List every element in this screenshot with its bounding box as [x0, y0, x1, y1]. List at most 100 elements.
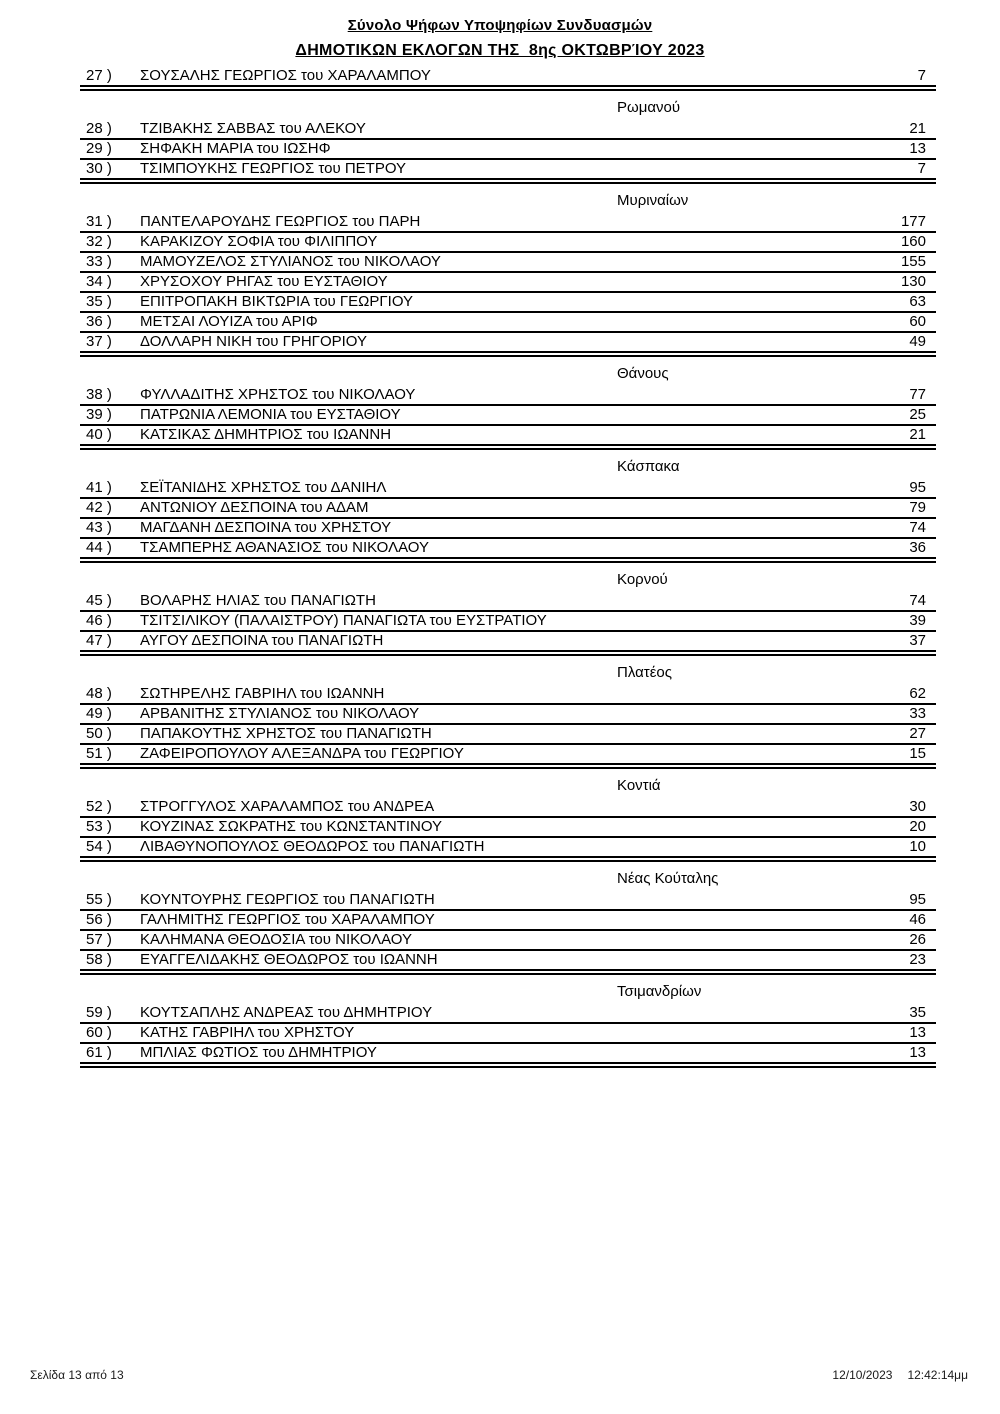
section-divider	[80, 87, 936, 91]
candidate-row: 46 ) ΤΣΙΤΣΙΛΙΚΟΥ (ΠΑΛΑΙΣΤΡΟΥ) ΠΑΝΑΓΙΩΤΑ …	[80, 612, 936, 632]
candidate-name: ΚΑΡΑΚΙΖΟΥ ΣΟΦΙΑ του ΦΙΛΙΠΠΟΥ	[140, 233, 378, 250]
candidate-name: ΠΑΠΑΚΟΥΤΗΣ ΧΡΗΣΤΟΣ του ΠΑΝΑΓΙΩΤΗ	[140, 725, 432, 742]
section-label: Ρωμανού	[617, 99, 681, 116]
candidate-name: ΦΥΛΛΑΔΙΤΗΣ ΧΡΗΣΤΟΣ του ΝΙΚΟΛΑΟΥ	[140, 386, 416, 403]
candidate-number: 52 )	[86, 798, 112, 815]
candidate-name: ΕΠΙΤΡΟΠΑΚΗ ΒΙΚΤΩΡΙΑ του ΓΕΩΡΓΙΟΥ	[140, 293, 414, 310]
candidate-row: 56 ) ΓΑΛΗΜΙΤΗΣ ΓΕΩΡΓΙΟΣ του ΧΑΡΑΛΑΜΠΟΥ 4…	[80, 911, 936, 931]
candidate-votes: 60	[909, 313, 926, 330]
candidate-votes: 26	[909, 931, 926, 948]
candidate-votes: 46	[909, 911, 926, 928]
section-divider	[80, 559, 936, 563]
candidate-number: 49 )	[86, 705, 112, 722]
candidate-number: 42 )	[86, 499, 112, 516]
document-title: Σύνολο Ψήφων Υποψηφίων Συνδυασμών	[347, 17, 653, 34]
candidate-votes: 49	[909, 333, 926, 350]
section-label: Θάνους	[617, 365, 669, 382]
candidate-group: Μυριναίων 31 ) ΠΑΝΤΕΛΑΡΟΥΔΗΣ ΓΕΩΡΓΙΟΣ το…	[80, 193, 936, 357]
candidate-votes: 25	[909, 406, 926, 423]
candidate-name: ΤΣΙΤΣΙΛΙΚΟΥ (ΠΑΛΑΙΣΤΡΟΥ) ΠΑΝΑΓΙΩΤΑ του Ε…	[140, 612, 547, 629]
candidate-name: ΕΥΑΓΓΕΛΙΔΑΚΗΣ ΘΕΟΔΩΡΟΣ του ΙΩΑΝΝΗ	[140, 951, 438, 968]
candidate-row: 35 ) ΕΠΙΤΡΟΠΑΚΗ ΒΙΚΤΩΡΙΑ του ΓΕΩΡΓΙΟΥ 63	[80, 293, 936, 313]
candidate-name: ΚΑΛΗΜΑΝΑ ΘΕΟΔΟΣΙΑ του ΝΙΚΟΛΑΟΥ	[140, 931, 412, 948]
candidate-row: 57 ) ΚΑΛΗΜΑΝΑ ΘΕΟΔΟΣΙΑ του ΝΙΚΟΛΑΟΥ 26	[80, 931, 936, 951]
candidate-votes: 177	[900, 213, 926, 230]
section-divider	[80, 652, 936, 656]
candidate-name: ΣΕΪΤΑΝΙΔΗΣ ΧΡΗΣΤΟΣ του ΔΑΝΙΗΛ	[140, 479, 387, 496]
candidate-name: ΜΑΓΔΑΝΗ ΔΕΣΠΟΙΝΑ του ΧΡΗΣΤΟΥ	[140, 519, 392, 536]
candidate-name: ΒΟΛΑΡΗΣ ΗΛΙΑΣ του ΠΑΝΑΓΙΩΤΗ	[140, 592, 376, 609]
page-number: Σελίδα 13 από 13	[30, 1368, 124, 1382]
candidate-number: 27 )	[86, 67, 112, 84]
candidate-votes: 27	[909, 725, 926, 742]
candidate-number: 51 )	[86, 745, 112, 762]
candidate-votes: 74	[909, 592, 926, 609]
candidate-number: 35 )	[86, 293, 112, 310]
candidate-name: ΣΤΡΟΓΓΥΛΟΣ ΧΑΡΑΛΑΜΠΟΣ του ΑΝΔΡΕΑ	[140, 798, 435, 815]
print-timestamp: 12/10/2023 12:42:14μμ	[832, 1368, 968, 1382]
candidate-number: 50 )	[86, 725, 112, 742]
candidate-row: 55 ) ΚΟΥΝΤΟΥΡΗΣ ΓΕΩΡΓΙΟΣ του ΠΑΝΑΓΙΩΤΗ 9…	[80, 891, 936, 911]
candidate-name: ΚΑΤΗΣ ΓΑΒΡΙΗΛ του ΧΡΗΣΤΟΥ	[140, 1024, 355, 1041]
candidate-votes: 36	[909, 539, 926, 556]
candidate-number: 29 )	[86, 140, 112, 157]
candidate-row: 45 ) ΒΟΛΑΡΗΣ ΗΛΙΑΣ του ΠΑΝΑΓΙΩΤΗ 74	[80, 592, 936, 612]
candidate-row: 60 ) ΚΑΤΗΣ ΓΑΒΡΙΗΛ του ΧΡΗΣΤΟΥ 13	[80, 1024, 936, 1044]
candidate-group: Κορνού 45 ) ΒΟΛΑΡΗΣ ΗΛΙΑΣ του ΠΑΝΑΓΙΩΤΗ …	[80, 572, 936, 656]
candidate-group: Κάσπακα 41 ) ΣΕΪΤΑΝΙΔΗΣ ΧΡΗΣΤΟΣ του ΔΑΝΙ…	[80, 459, 936, 563]
section-divider	[80, 765, 936, 769]
candidate-row: 38 ) ΦΥΛΛΑΔΙΤΗΣ ΧΡΗΣΤΟΣ του ΝΙΚΟΛΑΟΥ 77	[80, 386, 936, 406]
candidate-votes: 37	[909, 632, 926, 649]
candidate-votes: 10	[909, 838, 926, 855]
candidate-name: ΚΑΤΣΙΚΑΣ ΔΗΜΗΤΡΙΟΣ του ΙΩΑΝΝΗ	[140, 426, 392, 443]
candidate-row: 54 ) ΛΙΒΑΘΥΝΟΠΟΥΛΟΣ ΘΕΟΔΩΡΟΣ του ΠΑΝΑΓΙΩ…	[80, 838, 936, 858]
group-rows: 59 ) ΚΟΥΤΣΑΠΛΗΣ ΑΝΔΡΕΑΣ του ΔΗΜΗΤΡΙΟΥ 35…	[80, 1004, 936, 1064]
group-rows: 52 ) ΣΤΡΟΓΓΥΛΟΣ ΧΑΡΑΛΑΜΠΟΣ του ΑΝΔΡΕΑ 30…	[80, 798, 936, 858]
candidate-name: ΑΝΤΩΝΙΟΥ ΔΕΣΠΟΙΝΑ του ΑΔΑΜ	[140, 499, 369, 516]
candidate-name: ΜΠΛΙΑΣ ΦΩΤΙΟΣ του ΔΗΜΗΤΡΙΟΥ	[140, 1044, 377, 1061]
candidate-votes: 13	[909, 1024, 926, 1041]
candidate-row: 29 ) ΣΗΦΑΚΗ ΜΑΡΙΑ του ΙΩΣΗΦ 13	[80, 140, 936, 160]
candidate-name: ΚΟΥΖΙΝΑΣ ΣΩΚΡΑΤΗΣ του ΚΩΝΣΤΑΝΤΙΝΟΥ	[140, 818, 443, 835]
section-divider	[80, 971, 936, 975]
document-header: Σύνολο Ψήφων Υποψηφίων Συνδυασμών ΔΗΜΟΤΙ…	[0, 0, 1000, 60]
candidate-number: 58 )	[86, 951, 112, 968]
candidate-group: Τσιμανδρίων 59 ) ΚΟΥΤΣΑΠΛΗΣ ΑΝΔΡΕΑΣ του …	[80, 984, 936, 1068]
section-label: Κάσπακα	[617, 458, 680, 475]
candidate-row: 31 ) ΠΑΝΤΕΛΑΡΟΥΔΗΣ ΓΕΩΡΓΙΟΣ του ΠΑΡΗ 177	[80, 213, 936, 233]
candidate-number: 47 )	[86, 632, 112, 649]
candidate-votes: 130	[900, 273, 926, 290]
candidate-number: 31 )	[86, 213, 112, 230]
candidate-row: 37 ) ΔΟΛΛΑΡΗ ΝΙΚΗ του ΓΡΗΓΟΡΙΟΥ 49	[80, 333, 936, 353]
candidate-number: 34 )	[86, 273, 112, 290]
candidate-row: 59 ) ΚΟΥΤΣΑΠΛΗΣ ΑΝΔΡΕΑΣ του ΔΗΜΗΤΡΙΟΥ 35	[80, 1004, 936, 1024]
candidate-number: 38 )	[86, 386, 112, 403]
section-divider	[80, 353, 936, 357]
candidate-number: 55 )	[86, 891, 112, 908]
candidate-name: ΤΣΙΜΠΟΥΚΗΣ ΓΕΩΡΓΙΟΣ του ΠΕΤΡΟΥ	[140, 160, 407, 177]
candidate-votes: 95	[909, 891, 926, 908]
candidate-votes: 7	[917, 67, 926, 84]
section-label: Μυριναίων	[617, 192, 689, 209]
candidate-number: 43 )	[86, 519, 112, 536]
candidate-name: ΣΩΤΗΡΕΛΗΣ ΓΑΒΡΙΗΛ του ΙΩΑΝΝΗ	[140, 685, 385, 702]
section-divider	[80, 858, 936, 862]
candidate-row: 51 ) ΖΑΦΕΙΡΟΠΟΥΛΟΥ ΑΛΕΞΑΝΔΡΑ του ΓΕΩΡΓΙΟ…	[80, 745, 936, 765]
print-date: 12/10/2023	[832, 1368, 893, 1382]
candidate-name: ΤΣΑΜΠΕΡΗΣ ΑΘΑΝΑΣΙΟΣ του ΝΙΚΟΛΑΟΥ	[140, 539, 429, 556]
candidate-number: 59 )	[86, 1004, 112, 1021]
candidate-number: 45 )	[86, 592, 112, 609]
candidate-group: Νέας Κούταλης 55 ) ΚΟΥΝΤΟΥΡΗΣ ΓΕΩΡΓΙΟΣ τ…	[80, 871, 936, 975]
candidate-number: 41 )	[86, 479, 112, 496]
document-subtitle: ΔΗΜΟΤΙΚΩΝ ΕΚΛΟΓΩΝ ΤΗΣ 8ης ΟΚΤΩΒΡΊΟΥ 2023	[295, 42, 705, 59]
candidate-name: ΠΑΤΡΩΝΙΑ ΛΕΜΟΝΙΑ του ΕΥΣΤΑΘΙΟΥ	[140, 406, 401, 423]
candidate-row: 50 ) ΠΑΠΑΚΟΥΤΗΣ ΧΡΗΣΤΟΣ του ΠΑΝΑΓΙΩΤΗ 27	[80, 725, 936, 745]
candidate-name: ΖΑΦΕΙΡΟΠΟΥΛΟΥ ΑΛΕΞΑΝΔΡΑ του ΓΕΩΡΓΙΟΥ	[140, 745, 464, 762]
section-label: Νέας Κούταλης	[617, 870, 719, 887]
candidate-row: 43 ) ΜΑΓΔΑΝΗ ΔΕΣΠΟΙΝΑ του ΧΡΗΣΤΟΥ 74	[80, 519, 936, 539]
candidate-votes: 13	[909, 1044, 926, 1061]
candidate-row: 33 ) ΜΑΜΟΥΖΕΛΟΣ ΣΤΥΛΙΑΝΟΣ του ΝΙΚΟΛΑΟΥ 1…	[80, 253, 936, 273]
group-rows: 41 ) ΣΕΪΤΑΝΙΔΗΣ ΧΡΗΣΤΟΣ του ΔΑΝΙΗΛ 95 42…	[80, 479, 936, 559]
candidate-row: 48 ) ΣΩΤΗΡΕΛΗΣ ΓΑΒΡΙΗΛ του ΙΩΑΝΝΗ 62	[80, 685, 936, 705]
candidate-votes: 30	[909, 798, 926, 815]
